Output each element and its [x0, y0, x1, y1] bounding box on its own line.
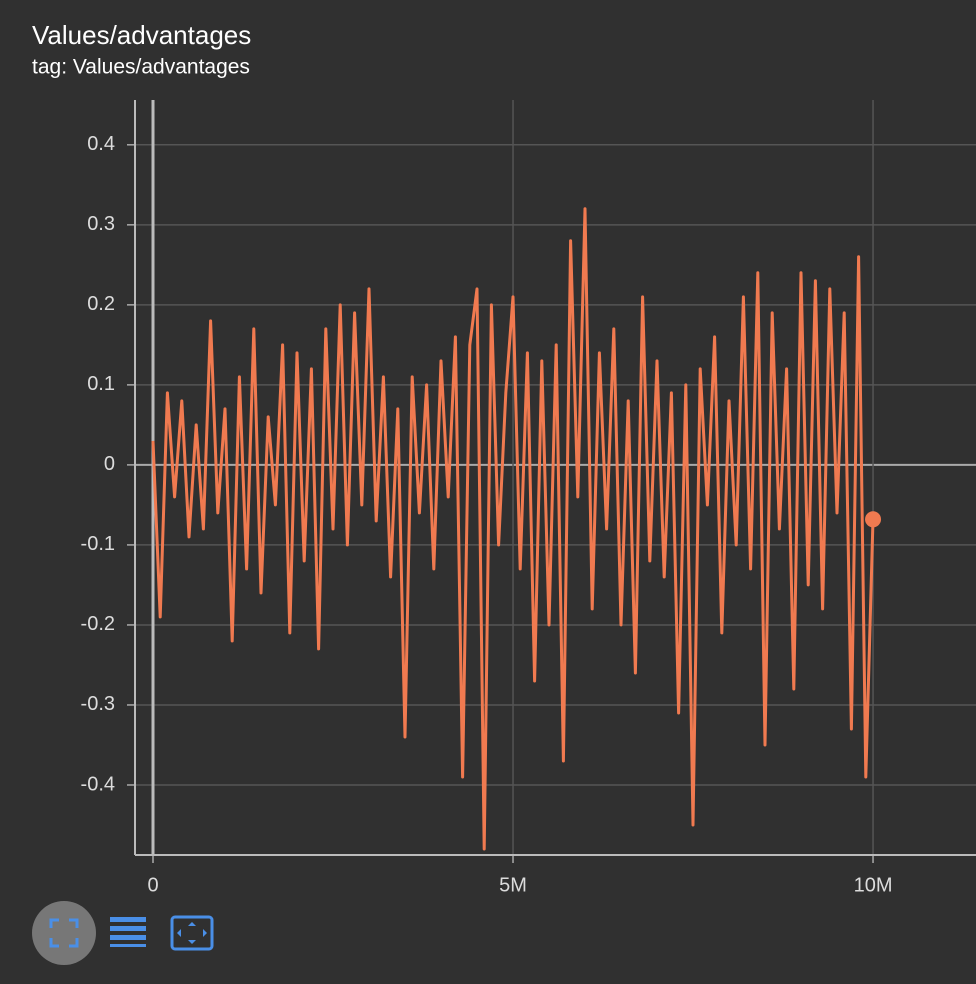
- data-line: [151, 207, 875, 851]
- y-tick-label: -0.1: [81, 533, 115, 555]
- chart-title: Values/advantages: [32, 20, 251, 50]
- y-tick-label: -0.2: [81, 613, 115, 635]
- y-tick-label: -0.3: [81, 693, 115, 715]
- last-point: [865, 511, 882, 528]
- y-tick-label: 0: [104, 453, 115, 475]
- x-tick-label: 0: [147, 874, 158, 896]
- toolbar: [32, 901, 214, 965]
- y-tick-label: 0.3: [87, 213, 115, 235]
- y-tick-label: -0.4: [81, 773, 115, 795]
- log-scale-button[interactable]: [110, 917, 146, 947]
- y-tick-label: 0.2: [87, 293, 115, 315]
- y-tick-label: 0.4: [87, 133, 115, 155]
- plot-area: -0.4 -0.3 -0.2 -0.1 0 0.1 0.2 0.3 0.4 0 5M 10M: [81, 100, 976, 896]
- chart-subtitle: tag: Values/advantages: [32, 56, 250, 79]
- fullscreen-button[interactable]: [32, 901, 96, 965]
- x-tick-label: 10M: [854, 874, 893, 896]
- x-tick-label: 5M: [499, 874, 527, 896]
- y-tick-label: 0.1: [87, 373, 115, 395]
- fullscreen-icon: [49, 918, 79, 948]
- fit-domain-button[interactable]: [170, 915, 214, 951]
